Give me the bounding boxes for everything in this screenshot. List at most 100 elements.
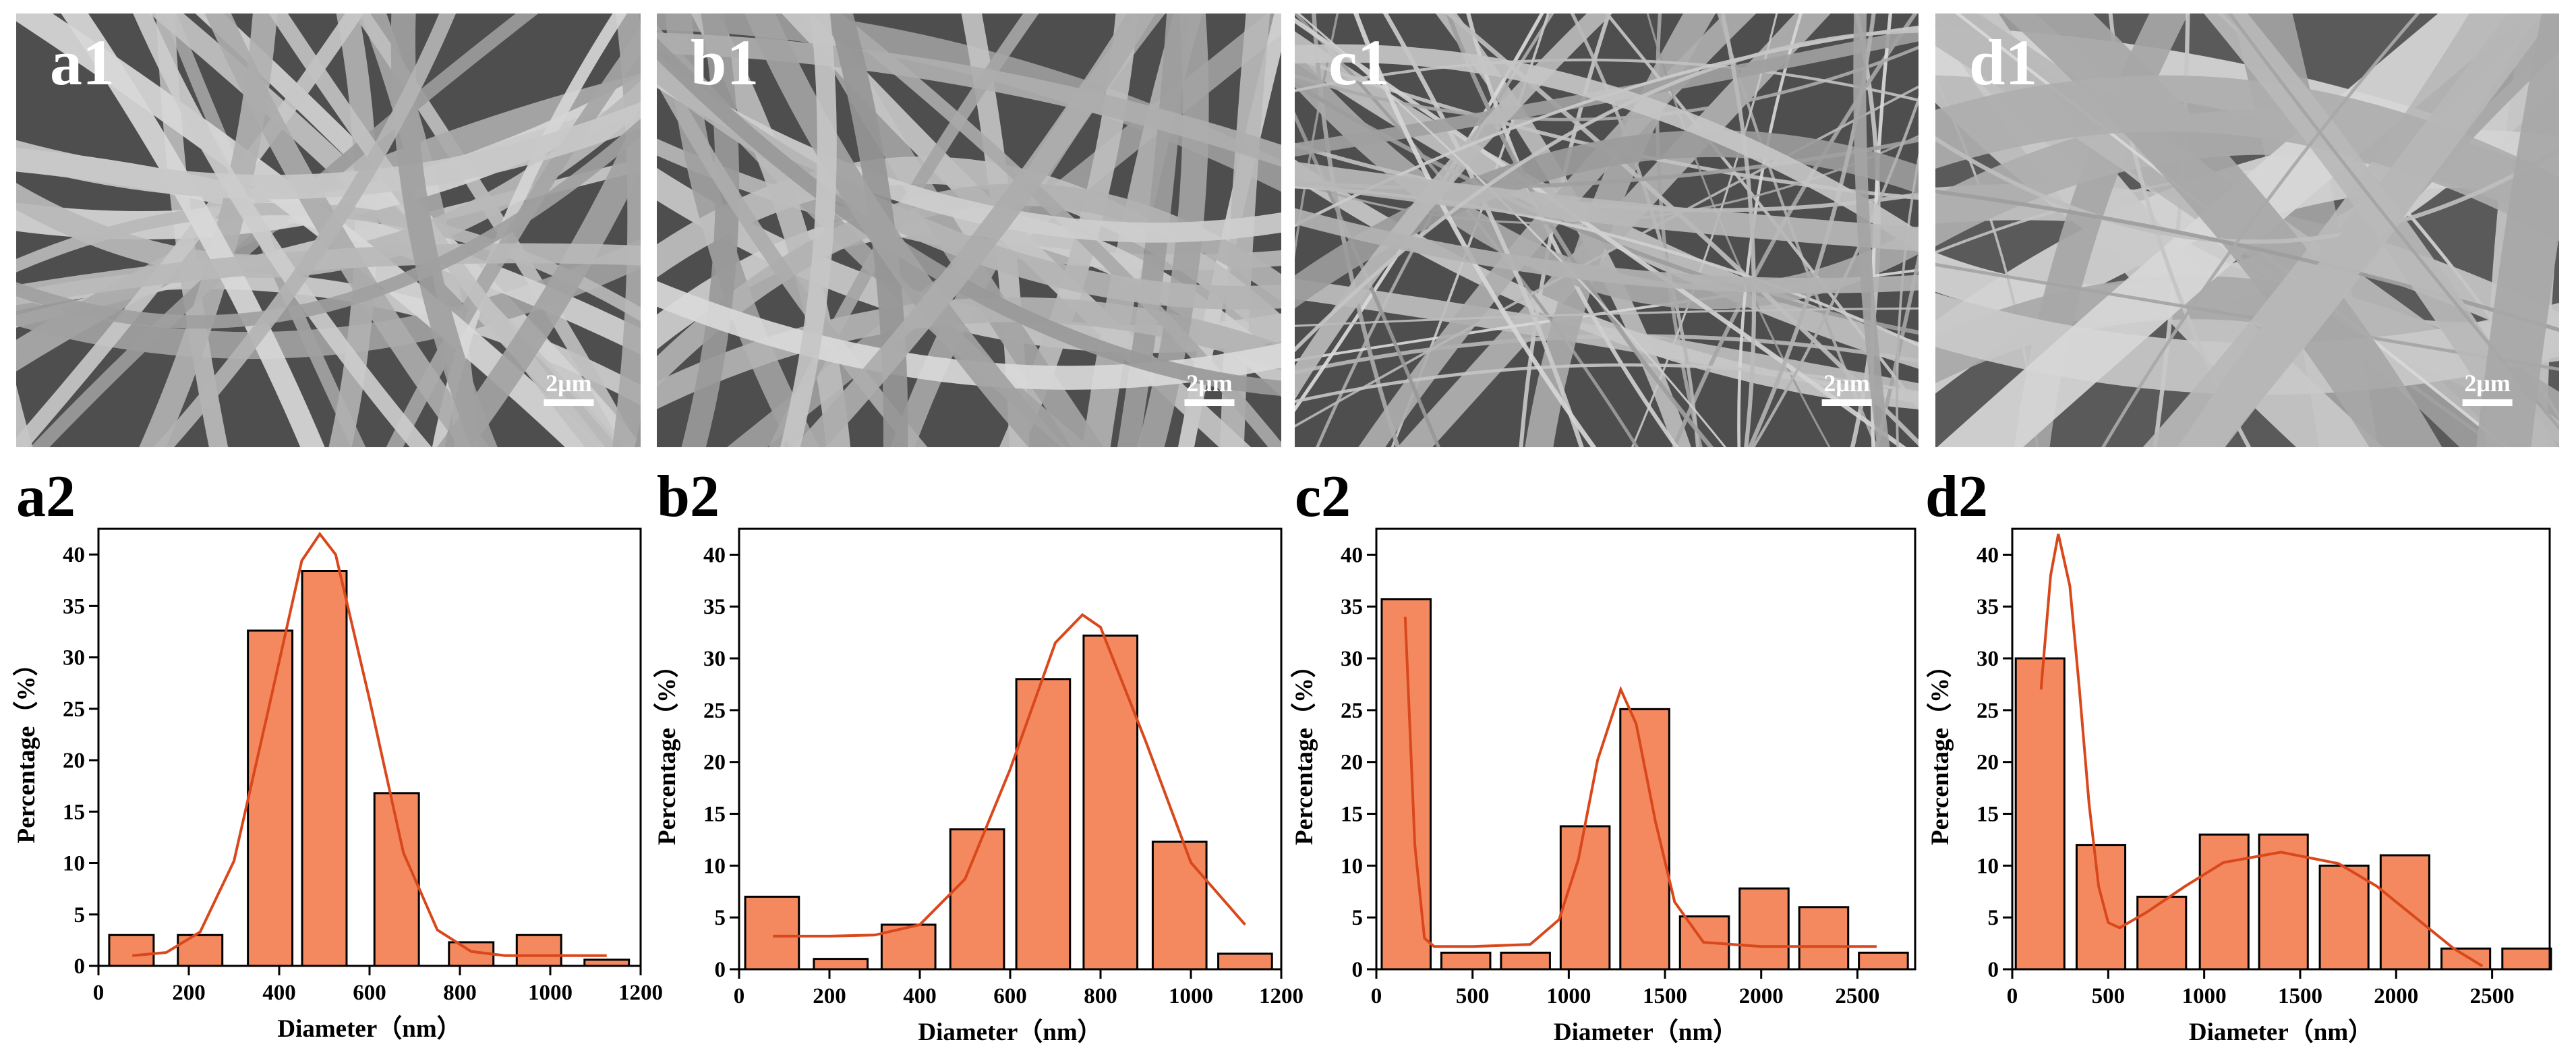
bar [744, 895, 800, 971]
scale-bar-label: 2μm [546, 370, 591, 397]
y-axis-title: Percentage（%） [1290, 653, 1318, 845]
fiber [657, 32, 1281, 167]
y-tick-label: 25 [1977, 699, 1999, 723]
x-axis-title: Diameter（nm） [2189, 1018, 2373, 1046]
fiber [657, 37, 1281, 397]
y-tick-label: 25 [63, 697, 85, 722]
x-axis-title: Diameter（nm） [1554, 1018, 1738, 1046]
fiber [1295, 44, 1919, 253]
scale-bar-label: 2μm [1823, 370, 1869, 397]
x-axis-title: Diameter（nm） [918, 1018, 1102, 1046]
fiber [1295, 29, 1919, 353]
x-tick-label: 800 [443, 981, 477, 1005]
bar [1798, 906, 1850, 971]
x-tick-label: 2000 [2374, 984, 2418, 1008]
fiber [793, 13, 1156, 447]
panel-label: d2 [1925, 464, 1988, 529]
x-tick-label: 500 [1456, 984, 1490, 1008]
scale-bar [1184, 399, 1235, 406]
x-tick-label: 1000 [528, 981, 573, 1005]
bar [1559, 825, 1611, 971]
y-tick-label: 25 [1341, 699, 1363, 723]
fiber [61, 13, 325, 447]
y-tick-label: 0 [74, 954, 86, 979]
fiber [1295, 130, 1919, 309]
fiber [1295, 208, 1919, 293]
y-tick-label: 30 [1977, 647, 1999, 671]
y-tick-label: 40 [1977, 543, 1999, 567]
bar [2014, 657, 2066, 971]
y-tick-label: 20 [1341, 751, 1363, 775]
sem-image [1295, 13, 1919, 447]
x-tick-label: 800 [1084, 984, 1117, 1008]
fiber [2227, 13, 2559, 431]
y-tick-label: 15 [1341, 803, 1363, 827]
fiber [1935, 75, 2559, 241]
bar [2198, 833, 2250, 971]
y-tick-label: 20 [703, 751, 726, 775]
x-tick-label: 0 [93, 981, 105, 1005]
fiber [1297, 13, 1727, 447]
x-tick-label: 1500 [1643, 984, 1687, 1008]
fiber [780, 13, 837, 447]
sem-image [16, 13, 641, 447]
bar [1619, 708, 1670, 971]
y-tick-label: 10 [1341, 854, 1363, 878]
fiber [139, 13, 278, 447]
x-tick-label: 1200 [618, 981, 663, 1005]
fiber [390, 13, 498, 447]
bar [1858, 951, 1909, 971]
fiber [1935, 136, 2559, 244]
bar [1217, 952, 1273, 971]
fiber [1315, 13, 1554, 447]
scale-bar [1821, 399, 1872, 406]
bar [247, 629, 294, 967]
fit-curve [1403, 616, 1877, 948]
x-tick-label: 600 [993, 984, 1027, 1008]
y-tick-label: 5 [1988, 906, 1999, 930]
bar [813, 958, 869, 971]
bar [1015, 678, 1072, 971]
scale-bar [2462, 399, 2513, 406]
fit-curve [2039, 534, 2484, 968]
y-tick-label: 0 [715, 958, 726, 982]
fiber [386, 27, 641, 447]
scale-bar-label: 2μm [2464, 370, 2510, 397]
x-tick-label: 400 [903, 984, 937, 1008]
bar [2379, 854, 2430, 971]
fiber [1445, 13, 1714, 447]
bar [301, 570, 348, 967]
x-tick-label: 1500 [2278, 984, 2322, 1008]
fiber [2176, 13, 2556, 447]
bar [515, 934, 562, 967]
bar [2318, 864, 2370, 971]
bar [2136, 895, 2188, 971]
fiber [16, 118, 641, 329]
scale-bar-label: 2μm [1186, 370, 1232, 397]
fibers [657, 13, 1281, 447]
bar [1082, 634, 1139, 971]
y-tick-label: 40 [703, 543, 726, 567]
x-tick-label: 0 [2007, 984, 2018, 1008]
y-tick-label: 5 [715, 906, 726, 930]
bar [2501, 947, 2552, 971]
image-label: b1 [691, 26, 759, 98]
fiber [1853, 13, 1890, 447]
y-tick-label: 35 [63, 594, 85, 619]
bar [880, 923, 937, 971]
fibers [16, 13, 641, 447]
panel-label: a2 [16, 464, 76, 529]
y-tick-label: 15 [63, 800, 85, 824]
fit-curve [132, 532, 607, 957]
y-tick-label: 20 [1977, 751, 1999, 775]
fiber [1358, 13, 1757, 447]
plot-frame [2011, 527, 2551, 971]
x-tick-label: 1000 [1169, 984, 1213, 1008]
y-axis-title: Percentage（%） [653, 653, 681, 845]
fiber [1295, 45, 1919, 121]
y-tick-label: 30 [63, 646, 85, 670]
fiber [16, 243, 641, 306]
x-tick-label: 200 [172, 981, 206, 1005]
y-tick-label: 5 [74, 903, 86, 927]
image-label: d1 [1969, 26, 2037, 98]
